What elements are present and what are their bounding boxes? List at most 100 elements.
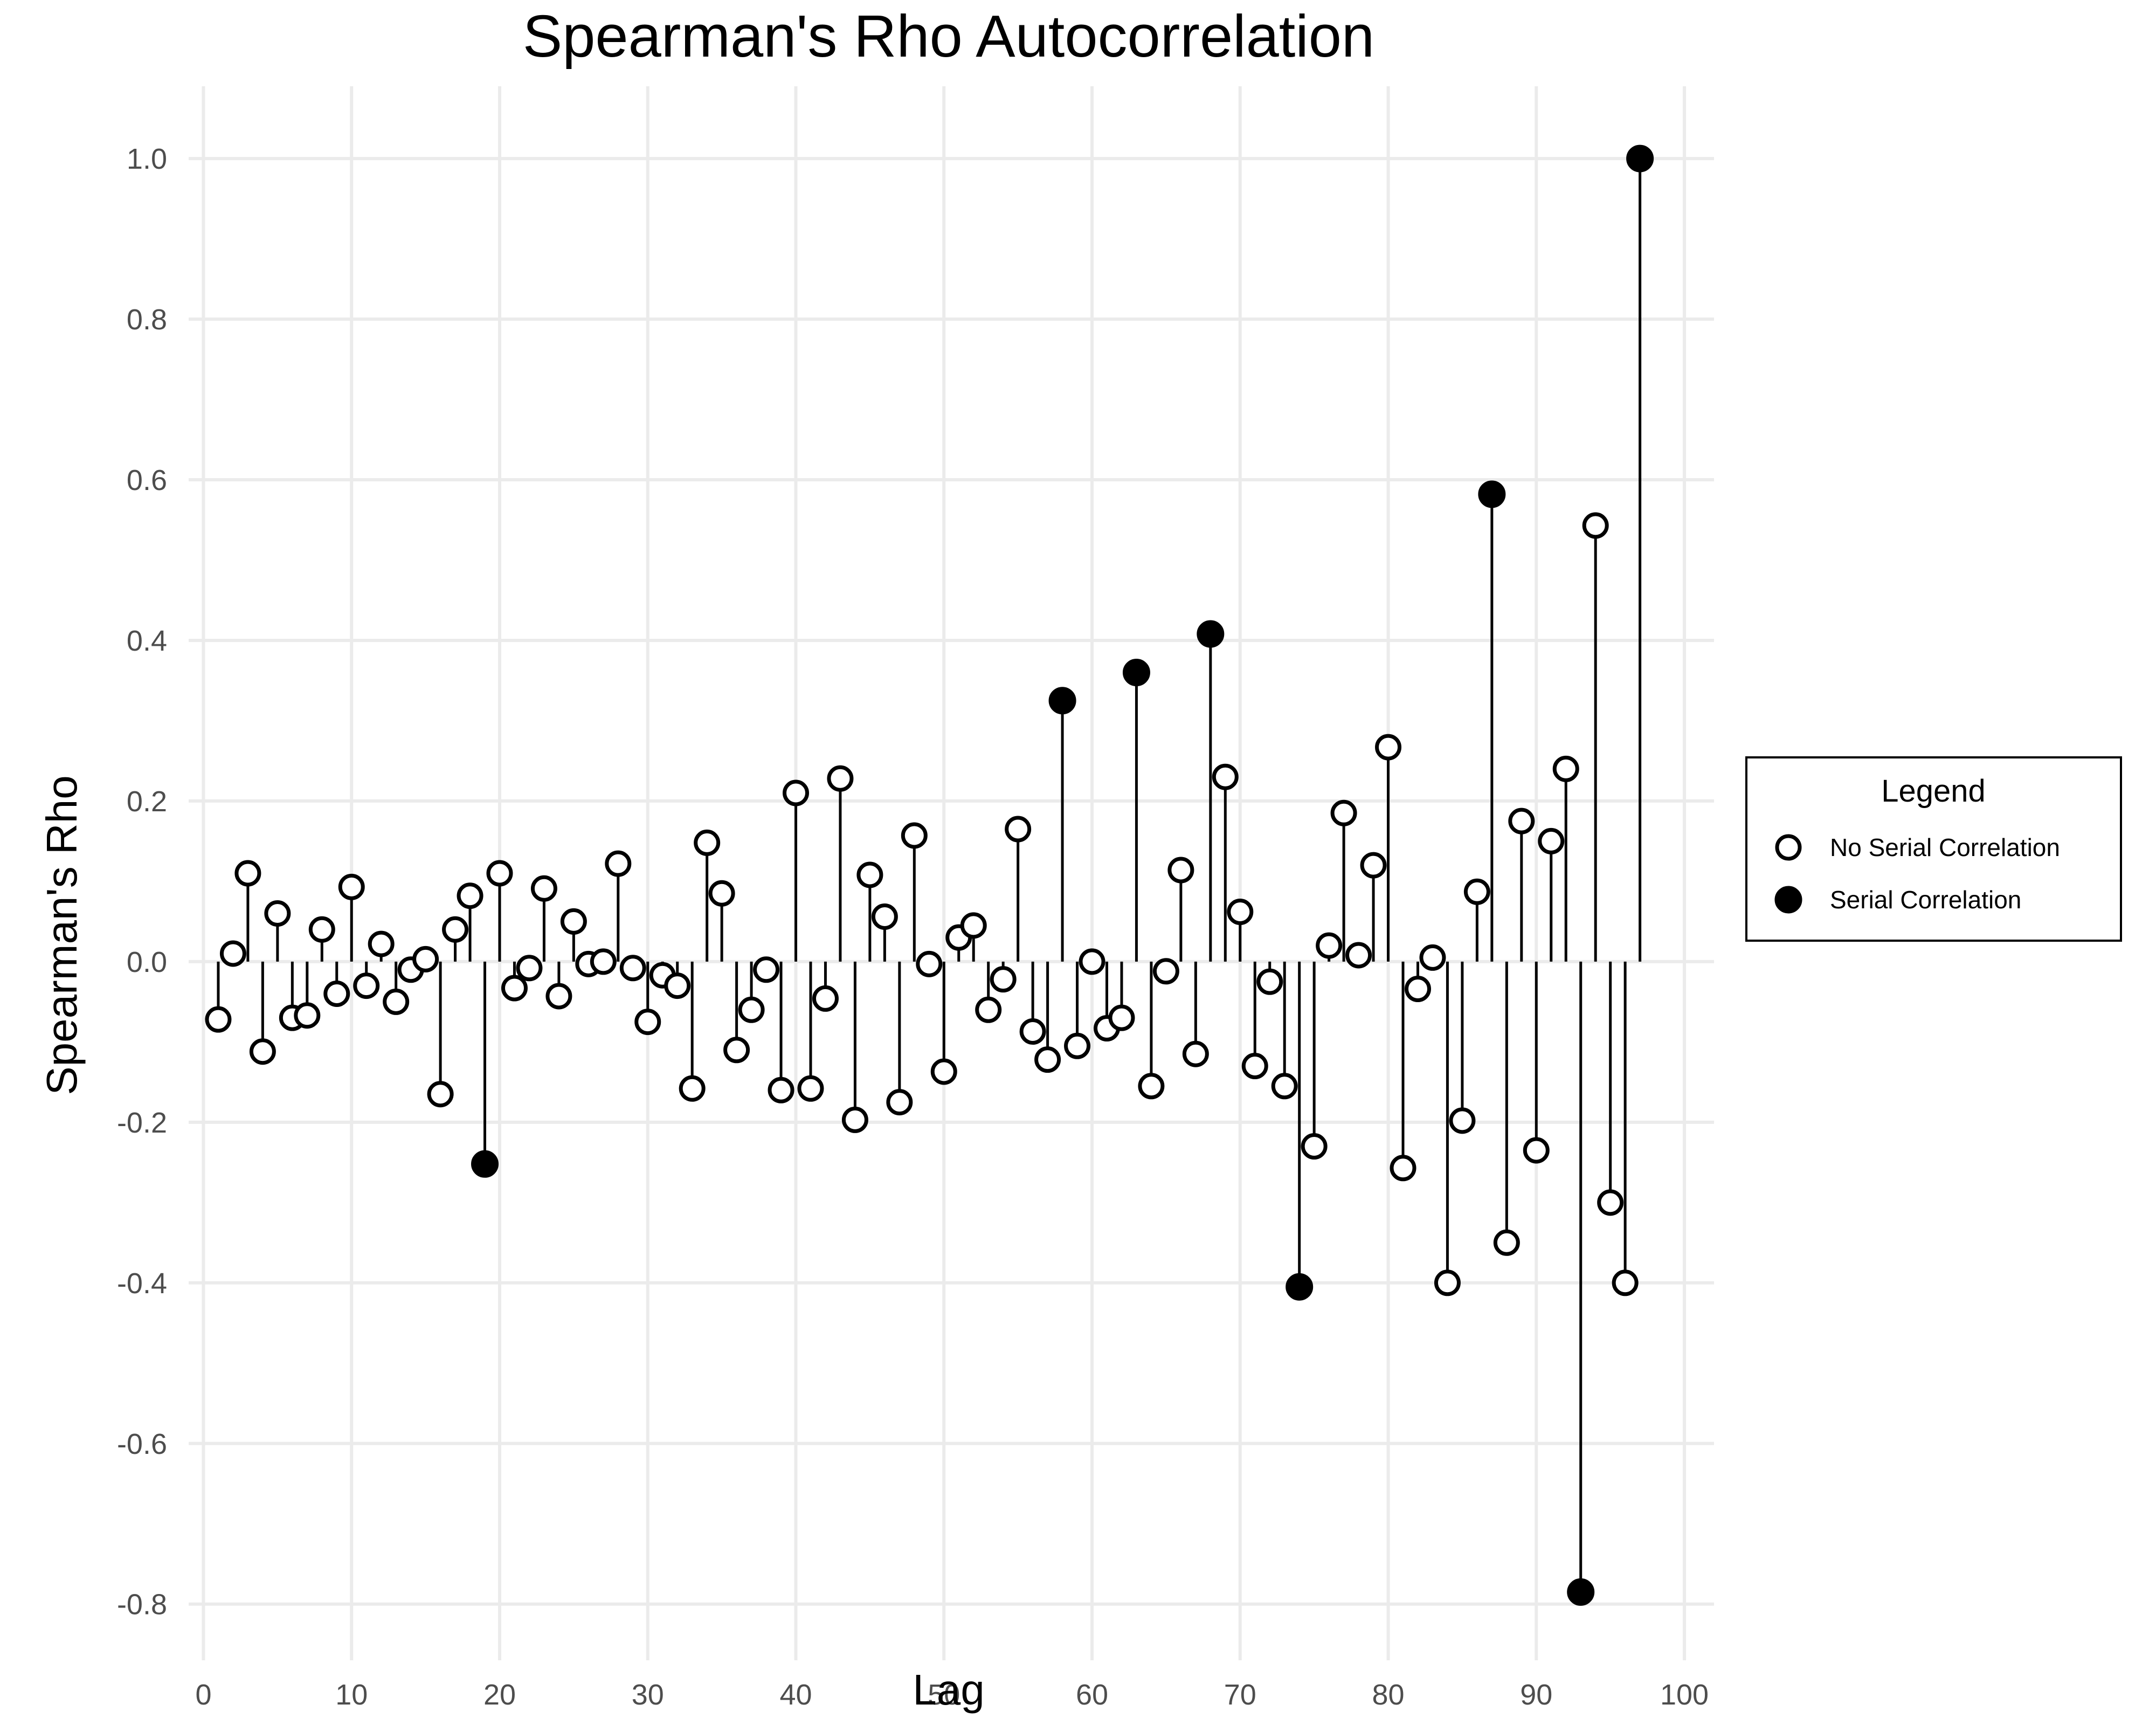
point-no-serial-correlation bbox=[1271, 1073, 1298, 1100]
point-no-serial-correlation bbox=[812, 985, 839, 1012]
y-tick-label: 0.2 bbox=[127, 785, 167, 818]
point-no-serial-correlation bbox=[1034, 1046, 1061, 1073]
point-no-serial-correlation bbox=[738, 996, 765, 1023]
y-tick-label: 0.8 bbox=[127, 303, 167, 336]
point-serial-correlation bbox=[1626, 144, 1654, 172]
point-no-serial-correlation bbox=[234, 860, 261, 887]
point-no-serial-correlation bbox=[545, 983, 572, 1010]
point-no-serial-correlation bbox=[841, 1106, 868, 1133]
x-axis-ticks: 0 10 20 30 40 50 60 70 80 90 100 bbox=[195, 1679, 1709, 1711]
point-no-serial-correlation bbox=[886, 1089, 913, 1116]
point-no-serial-correlation bbox=[205, 1006, 232, 1033]
point-serial-correlation bbox=[1286, 1273, 1314, 1301]
legend: Legend No Serial Correlation Serial Corr… bbox=[1745, 756, 2122, 942]
point-no-serial-correlation bbox=[1523, 1137, 1550, 1164]
point-no-serial-correlation bbox=[694, 829, 721, 856]
point-no-serial-correlation bbox=[871, 903, 898, 930]
legend-label-serial: Serial Correlation bbox=[1830, 886, 2021, 914]
points bbox=[205, 144, 1654, 1606]
point-no-serial-correlation bbox=[930, 1058, 957, 1085]
stems bbox=[217, 158, 1642, 1592]
point-no-serial-correlation bbox=[753, 956, 780, 983]
point-no-serial-correlation bbox=[1538, 827, 1565, 854]
y-tick-label: 0.0 bbox=[127, 946, 167, 978]
chart-title: Spearman's Rho Autocorrelation bbox=[523, 3, 1374, 70]
point-no-serial-correlation bbox=[264, 900, 291, 927]
point-no-serial-correlation bbox=[294, 1002, 321, 1029]
point-no-serial-correlation bbox=[1064, 1032, 1091, 1059]
point-no-serial-correlation bbox=[412, 946, 439, 972]
point-no-serial-correlation bbox=[1419, 944, 1446, 971]
point-no-serial-correlation bbox=[1404, 976, 1431, 1003]
point-no-serial-correlation bbox=[1463, 878, 1490, 905]
point-no-serial-correlation bbox=[1449, 1107, 1476, 1134]
point-no-serial-correlation bbox=[1434, 1269, 1461, 1296]
point-no-serial-correlation bbox=[560, 908, 587, 935]
point-no-serial-correlation bbox=[1316, 932, 1343, 959]
point-no-serial-correlation bbox=[1005, 816, 1032, 843]
x-tick-label: 40 bbox=[779, 1679, 812, 1711]
x-tick-label: 20 bbox=[483, 1679, 516, 1711]
point-no-serial-correlation bbox=[501, 975, 528, 1002]
point-serial-correlation bbox=[1197, 620, 1225, 648]
point-no-serial-correlation bbox=[916, 950, 943, 977]
point-no-serial-correlation bbox=[797, 1075, 824, 1102]
point-no-serial-correlation bbox=[1508, 808, 1535, 834]
x-tick-label: 100 bbox=[1660, 1679, 1709, 1711]
point-no-serial-correlation bbox=[530, 875, 557, 902]
x-tick-label: 10 bbox=[335, 1679, 368, 1711]
point-no-serial-correlation bbox=[990, 966, 1017, 993]
y-tick-label: -0.6 bbox=[117, 1428, 167, 1460]
y-tick-label: -0.8 bbox=[117, 1589, 167, 1621]
point-no-serial-correlation bbox=[1552, 755, 1579, 782]
point-no-serial-correlation bbox=[1167, 857, 1194, 884]
point-no-serial-correlation bbox=[516, 955, 543, 982]
point-no-serial-correlation bbox=[368, 930, 395, 957]
point-no-serial-correlation bbox=[901, 822, 928, 849]
point-no-serial-correlation bbox=[856, 861, 883, 888]
y-tick-label: 1.0 bbox=[127, 143, 167, 175]
x-tick-label: 60 bbox=[1076, 1679, 1108, 1711]
point-no-serial-correlation bbox=[1612, 1269, 1639, 1296]
point-serial-correlation bbox=[1048, 687, 1076, 715]
point-no-serial-correlation bbox=[219, 940, 246, 967]
point-no-serial-correlation bbox=[1152, 958, 1179, 985]
point-no-serial-correlation bbox=[827, 765, 854, 792]
point-serial-correlation bbox=[1122, 659, 1150, 687]
point-no-serial-correlation bbox=[1019, 1018, 1046, 1045]
point-no-serial-correlation bbox=[708, 880, 735, 907]
point-no-serial-correlation bbox=[1345, 942, 1372, 969]
point-no-serial-correlation bbox=[353, 972, 380, 999]
point-no-serial-correlation bbox=[486, 860, 513, 887]
point-no-serial-correlation bbox=[664, 972, 691, 999]
point-no-serial-correlation bbox=[427, 1081, 454, 1108]
point-no-serial-correlation bbox=[1330, 799, 1357, 826]
point-no-serial-correlation bbox=[1360, 852, 1387, 879]
point-no-serial-correlation bbox=[1108, 1004, 1135, 1031]
point-no-serial-correlation bbox=[323, 980, 350, 1007]
point-no-serial-correlation bbox=[768, 1077, 794, 1103]
legend-marker-open bbox=[1775, 834, 1802, 861]
point-no-serial-correlation bbox=[1079, 948, 1105, 975]
point-no-serial-correlation bbox=[442, 916, 469, 943]
point-no-serial-correlation bbox=[1138, 1073, 1165, 1100]
legend-box bbox=[1745, 756, 2122, 942]
point-no-serial-correlation bbox=[783, 779, 810, 806]
point-serial-correlation bbox=[471, 1150, 499, 1178]
legend-marker-filled bbox=[1774, 886, 1802, 914]
point-no-serial-correlation bbox=[249, 1038, 276, 1065]
point-no-serial-correlation bbox=[1375, 734, 1402, 761]
point-no-serial-correlation bbox=[308, 916, 335, 943]
point-no-serial-correlation bbox=[1212, 763, 1239, 790]
y-axis-title: Spearman's Rho bbox=[38, 775, 86, 1095]
point-no-serial-correlation bbox=[679, 1075, 706, 1102]
point-no-serial-correlation bbox=[1256, 968, 1283, 995]
x-tick-label: 70 bbox=[1224, 1679, 1256, 1711]
y-tick-label: 0.6 bbox=[127, 464, 167, 496]
y-axis-ticks: 1.0 0.8 0.6 0.4 0.2 0.0 -0.2 -0.4 -0.6 -0.8 bbox=[117, 143, 167, 1621]
point-no-serial-correlation bbox=[960, 912, 987, 939]
point-no-serial-correlation bbox=[634, 1009, 661, 1036]
point-no-serial-correlation bbox=[338, 873, 365, 900]
point-no-serial-correlation bbox=[619, 955, 646, 982]
